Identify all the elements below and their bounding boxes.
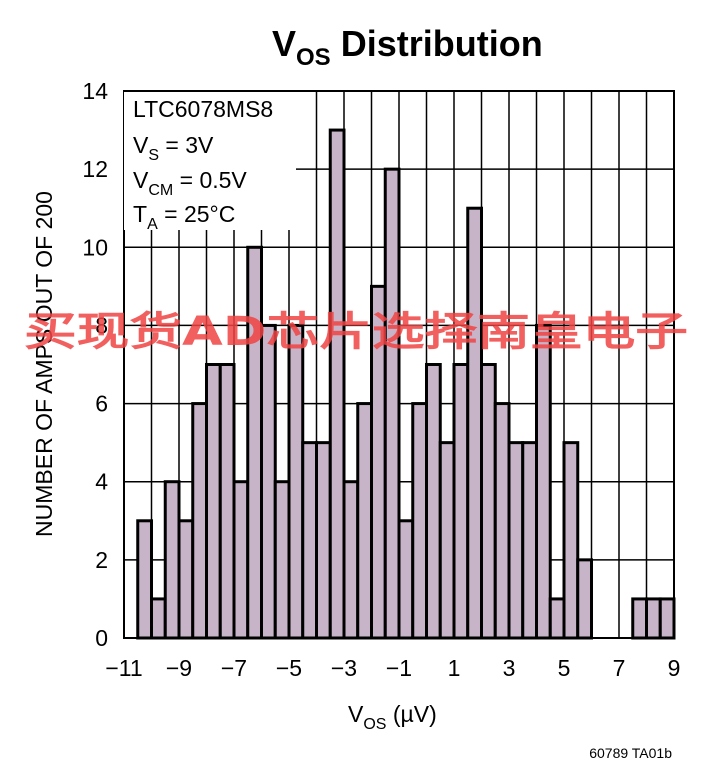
histogram-bar xyxy=(397,519,415,640)
x-tick-label: 7 xyxy=(613,655,626,681)
annotation-line-4: TA = 25°C xyxy=(133,201,235,233)
x-tick-label: −11 xyxy=(105,655,142,681)
annotation-line-2: VS = 3V xyxy=(133,132,214,164)
y-tick-labels: 0 2 4 6 8 10 12 14 xyxy=(82,78,108,651)
y-tick-label: 2 xyxy=(95,547,108,573)
histogram-bar xyxy=(562,441,580,640)
x-tick-labels: −11 −9 −7 −5 −3 −1 1 3 5 7 9 xyxy=(105,655,680,681)
histogram-bar xyxy=(507,441,525,640)
histogram-bar xyxy=(191,402,208,640)
y-tick-label: 6 xyxy=(95,391,108,417)
histogram-bars xyxy=(136,128,676,640)
annotation-line-1: LTC6078MS8 xyxy=(133,96,273,122)
histogram-bar xyxy=(425,363,442,640)
histogram-bar xyxy=(645,597,662,640)
y-tick-label: 8 xyxy=(95,312,108,338)
histogram-bar xyxy=(356,402,373,640)
histogram-bar xyxy=(631,597,648,640)
histogram-bar xyxy=(287,323,305,640)
x-tick-label: 3 xyxy=(503,655,516,681)
chart-title-subscript: OS xyxy=(296,44,331,71)
x-tick-label: −3 xyxy=(331,655,357,681)
histogram-bar xyxy=(452,363,470,640)
histogram-bar xyxy=(232,480,250,640)
histogram-bar xyxy=(493,402,511,640)
x-tick-label: −1 xyxy=(386,655,412,681)
histogram-bar xyxy=(328,128,346,640)
x-tick-label: 9 xyxy=(668,655,681,681)
x-axis-label: VOS (µV) xyxy=(348,701,437,733)
y-tick-label: 12 xyxy=(82,156,108,182)
y-tick-label: 0 xyxy=(95,625,108,651)
x-tick-label: −7 xyxy=(221,655,247,681)
plot-frame xyxy=(123,90,675,639)
histogram-bar xyxy=(411,402,428,640)
histogram-bar xyxy=(150,597,167,640)
x-tick-label: −5 xyxy=(276,655,302,681)
y-tick-label: 10 xyxy=(82,234,108,260)
x-tick-label: 5 xyxy=(558,655,571,681)
histogram-bar xyxy=(480,363,497,640)
x-tick-label: −9 xyxy=(166,655,192,681)
chart-title-rest: Distribution xyxy=(331,23,543,64)
figure-code: 60789 TA01b xyxy=(589,745,672,761)
histogram-bar xyxy=(177,519,195,640)
histogram-bar xyxy=(535,323,552,640)
histogram-bar xyxy=(301,441,318,640)
histogram-bar xyxy=(383,167,401,640)
histogram-bar xyxy=(273,480,291,640)
histogram-bar xyxy=(246,245,263,640)
chart-title-main: V xyxy=(272,23,296,64)
x-tick-label: 1 xyxy=(448,655,461,681)
y-tick-label: 14 xyxy=(82,78,108,104)
histogram-bar xyxy=(342,480,360,640)
histogram-bar xyxy=(438,441,456,640)
histogram-bar xyxy=(548,597,566,640)
y-axis-label: NUMBER OF AMPS OUT OF 200 xyxy=(31,191,57,537)
annotation-box xyxy=(124,92,296,230)
histogram-bar xyxy=(315,441,332,640)
y-tick-label: 4 xyxy=(95,469,108,495)
histogram-bar xyxy=(163,480,181,640)
histogram-bar xyxy=(576,558,593,640)
histogram-bar xyxy=(136,519,153,640)
watermark-text: 买现货AD芯片选择南皇电子 xyxy=(24,309,688,355)
chart-title: VOS Distribution xyxy=(272,23,543,71)
histogram-bar xyxy=(218,363,236,640)
annotation-line-3: VCM = 0.5V xyxy=(133,167,247,199)
histogram-bar xyxy=(260,323,277,640)
histogram-bar xyxy=(466,206,483,640)
histogram-bar xyxy=(658,597,676,640)
histogram-bar xyxy=(521,441,538,640)
histogram-bar xyxy=(205,363,222,640)
